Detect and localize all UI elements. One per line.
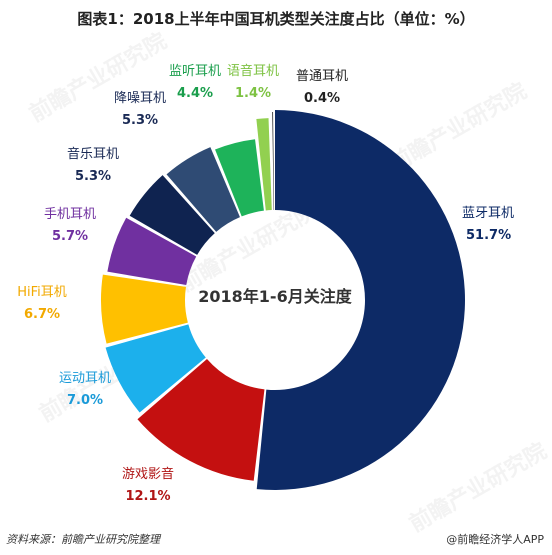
slice-7 — [166, 147, 240, 232]
slice-value-label: 12.1% — [125, 489, 170, 504]
slice-2 — [137, 358, 265, 481]
slice-3 — [105, 324, 206, 413]
slice-label: HiFi耳机 — [17, 285, 67, 300]
slice-label: 游戏影音 — [122, 466, 174, 482]
slice-label: 手机耳机 — [44, 207, 96, 222]
slice-10 — [272, 112, 275, 211]
labels-group: 蓝牙耳机 51.7% 游戏影音 12.1% 运动耳机 7.0% HiFi耳机 6.7% 手机耳机… — [17, 63, 514, 504]
brand-credit: @前瞻经济学人APP — [446, 533, 544, 546]
slice-value-label: 6.7% — [24, 307, 60, 322]
chart-title: 图表1：2018上半年中国耳机类型关注度占比（单位：%） — [77, 10, 475, 28]
slice-label: 音乐耳机 — [67, 146, 119, 162]
slice-value-label: 7.0% — [67, 393, 103, 408]
slice-value-label: 1.4% — [235, 86, 271, 101]
slice-4 — [101, 274, 188, 344]
slice-8 — [215, 139, 264, 217]
slice-label: 语音耳机 — [227, 63, 279, 79]
slice-value-label: 51.7% — [466, 228, 511, 243]
slices-group — [101, 110, 465, 490]
slice-label: 降噪耳机 — [114, 91, 166, 106]
slice-value-label: 5.7% — [52, 229, 88, 244]
slice-value-label: 5.3% — [75, 169, 111, 184]
slice-5 — [107, 217, 197, 285]
slice-label: 蓝牙耳机 — [462, 206, 514, 221]
slice-value-label: 5.3% — [122, 113, 158, 128]
slice-label: 监听耳机 — [169, 64, 221, 79]
slice-label: 运动耳机 — [59, 371, 111, 386]
slice-9 — [256, 118, 272, 211]
slice-value-label: 4.4% — [177, 86, 213, 101]
slice-1 — [256, 110, 465, 490]
slice-6 — [129, 175, 215, 255]
slice-value-label: 0.4% — [304, 91, 340, 106]
center-label: 2018年1-6月关注度 — [198, 287, 352, 306]
slice-label: 普通耳机 — [296, 69, 348, 84]
source-note: 资料来源：前瞻产业研究院整理 — [6, 533, 160, 546]
